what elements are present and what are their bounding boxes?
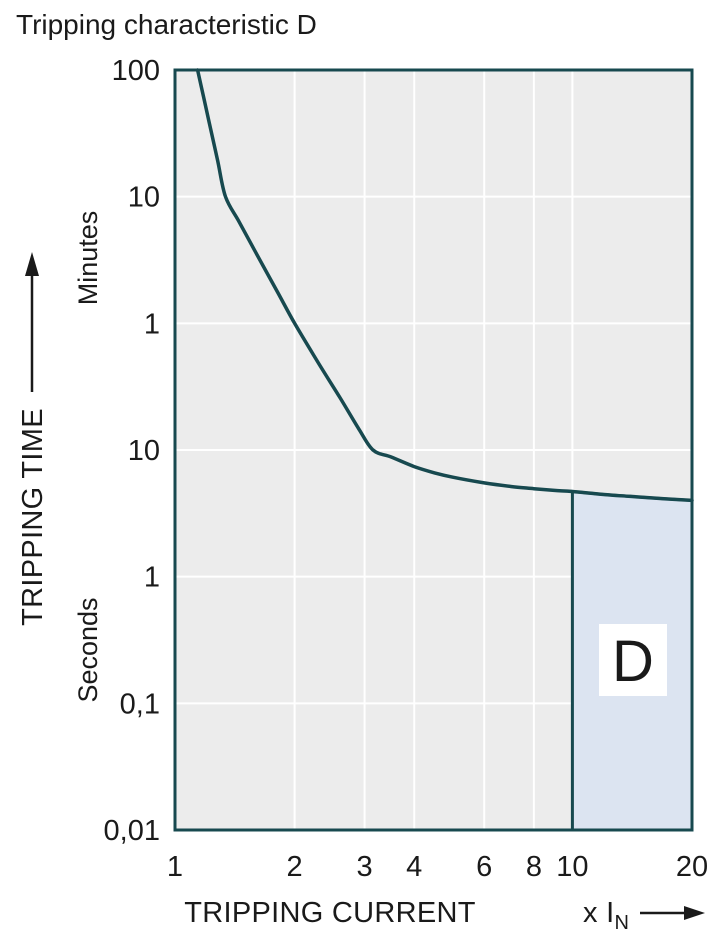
plot-frame [173, 68, 694, 832]
page-title: Tripping characteristic D [16, 9, 317, 40]
x-tick-label: 6 [476, 851, 492, 883]
x-tick-label: 2 [287, 851, 303, 883]
y-tick-label: 1 [144, 308, 160, 340]
y-unit-seconds: Seconds [73, 597, 103, 702]
y-tick-label: 0,1 [120, 688, 160, 720]
right-arrow-icon [640, 906, 705, 920]
chart-plot-area: 1 2 3 4 6 8 10 20 100 10 1 10 1 0,1 0,01 [104, 55, 709, 883]
d-label-background [599, 624, 667, 696]
x-tick-label: 8 [526, 851, 542, 883]
y-tick-label: 10 [128, 435, 160, 467]
x-tick-label: 20 [676, 851, 708, 883]
up-arrow-icon [25, 252, 39, 392]
d-label-text: D [612, 629, 654, 694]
y-tick-label: 100 [112, 55, 160, 87]
x-tick-label: 3 [357, 851, 373, 883]
x-tick-label: 4 [406, 851, 422, 883]
x-unit-sub: N [615, 912, 630, 934]
d-region-label: D [599, 624, 667, 696]
x-unit-main: x I [583, 897, 615, 929]
y-tick-label: 1 [144, 562, 160, 594]
y-unit-minutes: Minutes [73, 211, 103, 306]
x-axis-title: TRIPPING CURRENT [184, 897, 476, 929]
x-tick-label: 1 [167, 851, 183, 883]
x-unit-label: x IN [583, 897, 629, 934]
x-tick-label: 10 [556, 851, 588, 883]
y-tick-label: 0,01 [104, 815, 160, 847]
y-tick-label: 10 [128, 182, 160, 214]
y-axis-title: TRIPPING TIME [17, 408, 49, 626]
tripping-curve [195, 68, 694, 503]
